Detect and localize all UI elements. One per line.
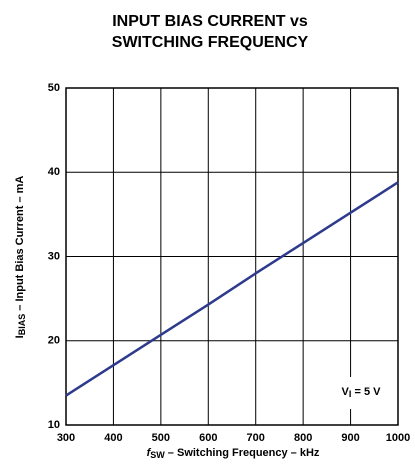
- y-tick-label: 20: [48, 335, 60, 347]
- plot-frame: [65, 87, 399, 426]
- x-axis-label-main: f: [147, 447, 152, 459]
- annotation-rest: = 5 V: [351, 386, 381, 398]
- x-tick-label: 1000: [386, 432, 410, 444]
- x-tick-label: 500: [152, 432, 170, 444]
- y-axis-label: IBIAS – Input Bias Current – mA: [14, 176, 27, 339]
- x-axis-label: fSW – Switching Frequency – kHz: [147, 447, 320, 460]
- x-tick-label: 700: [247, 432, 265, 444]
- x-tick-label: 300: [57, 432, 75, 444]
- y-axis-label-sub: BIAS: [17, 314, 27, 336]
- chart-title: SWITCHING FREQUENCY: [112, 34, 309, 51]
- x-axis-label-rest: – Switching Frequency – kHz: [165, 447, 320, 459]
- y-tick-label: 50: [48, 82, 60, 94]
- y-tick-label: 10: [48, 419, 60, 431]
- x-tick-label: 800: [294, 432, 312, 444]
- x-tick-label: 900: [341, 432, 359, 444]
- annotation-sub: I: [349, 389, 352, 399]
- x-axis-label-sub: SW: [150, 450, 165, 460]
- y-tick-label: 40: [48, 166, 60, 178]
- y-axis-label-main: I: [14, 335, 26, 338]
- annotation-box: [327, 377, 395, 409]
- annotation-main: V: [342, 386, 350, 398]
- y-axis-label-rest: – Input Bias Current – mA: [14, 176, 26, 314]
- x-tick-label: 600: [199, 432, 217, 444]
- chart-title: INPUT BIAS CURRENT vs: [112, 13, 308, 30]
- data-line: [65, 181, 399, 397]
- x-tick-label: 400: [104, 432, 122, 444]
- y-tick-label: 30: [48, 250, 60, 262]
- annotation: VI = 5 V: [342, 386, 382, 399]
